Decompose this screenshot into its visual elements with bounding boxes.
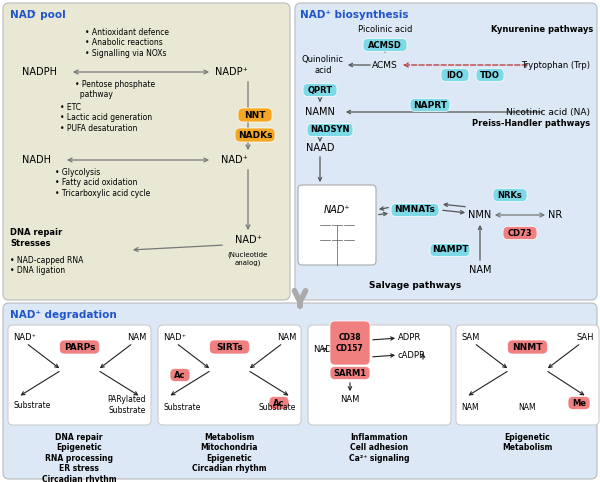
Text: SAH: SAH <box>577 333 594 342</box>
Text: TDO: TDO <box>480 70 500 80</box>
Text: NNT: NNT <box>244 110 266 120</box>
FancyBboxPatch shape <box>3 303 597 479</box>
FancyBboxPatch shape <box>476 68 504 81</box>
Text: Substrate: Substrate <box>163 402 200 412</box>
Text: Nicotinic acid (NA): Nicotinic acid (NA) <box>506 107 590 117</box>
Text: NAAD: NAAD <box>306 143 334 153</box>
Text: NAD⁺: NAD⁺ <box>324 205 350 215</box>
Text: ACMS: ACMS <box>372 61 398 69</box>
Text: CD38
CD157: CD38 CD157 <box>336 333 364 353</box>
Text: QPRT: QPRT <box>307 85 332 94</box>
Text: SARM1: SARM1 <box>334 369 367 377</box>
Text: SIRTs: SIRTs <box>216 343 243 351</box>
Text: DNA repair
Stresses: DNA repair Stresses <box>10 228 62 248</box>
FancyBboxPatch shape <box>308 325 451 425</box>
Text: NAD⁺ degradation: NAD⁺ degradation <box>10 310 117 320</box>
FancyBboxPatch shape <box>456 325 599 425</box>
Text: ACMSD: ACMSD <box>368 40 402 50</box>
FancyBboxPatch shape <box>330 321 370 365</box>
Text: Ac: Ac <box>174 371 186 379</box>
Text: Metabolism
Mitochondria
Epigenetic
Circadian rhythm: Metabolism Mitochondria Epigenetic Circa… <box>191 433 266 473</box>
FancyBboxPatch shape <box>568 397 590 410</box>
Text: IDO: IDO <box>446 70 464 80</box>
Text: NMN: NMN <box>469 210 491 220</box>
FancyBboxPatch shape <box>330 366 370 379</box>
Text: • ETC
• Lactic acid generation
• PUFA desaturation: • ETC • Lactic acid generation • PUFA de… <box>60 103 152 133</box>
Text: • Glycolysis
• Fatty acid oxidation
• Tricarboxylic acid cycle: • Glycolysis • Fatty acid oxidation • Tr… <box>55 168 150 198</box>
FancyBboxPatch shape <box>295 3 597 300</box>
Text: Salvage pathways: Salvage pathways <box>369 281 461 290</box>
FancyBboxPatch shape <box>307 123 353 136</box>
FancyBboxPatch shape <box>235 128 275 142</box>
FancyBboxPatch shape <box>441 68 469 81</box>
Text: Epigenetic
Metabolism: Epigenetic Metabolism <box>502 433 552 453</box>
Text: NAMN: NAMN <box>305 107 335 117</box>
FancyBboxPatch shape <box>493 188 527 201</box>
Text: NAD⁺: NAD⁺ <box>163 333 186 342</box>
FancyBboxPatch shape <box>8 325 151 425</box>
Text: NMNATs: NMNATs <box>395 205 436 214</box>
FancyBboxPatch shape <box>363 39 407 52</box>
Text: NADP⁺: NADP⁺ <box>215 67 248 77</box>
Text: PARPs: PARPs <box>64 343 95 351</box>
FancyBboxPatch shape <box>298 185 376 265</box>
Text: Kynurenine pathways: Kynurenine pathways <box>491 26 593 35</box>
Text: cADPR: cADPR <box>398 350 426 360</box>
Text: SAM: SAM <box>461 333 479 342</box>
Text: NADSYN: NADSYN <box>310 125 350 134</box>
Text: NAD⁺: NAD⁺ <box>313 346 336 354</box>
Text: NAM: NAM <box>277 333 296 342</box>
Text: NAD⁺: NAD⁺ <box>13 333 36 342</box>
FancyBboxPatch shape <box>410 98 450 111</box>
FancyBboxPatch shape <box>430 243 470 256</box>
Text: • NAD-capped RNA
• DNA ligation: • NAD-capped RNA • DNA ligation <box>10 256 83 275</box>
FancyBboxPatch shape <box>508 340 548 354</box>
Text: NAM: NAM <box>340 396 359 404</box>
FancyBboxPatch shape <box>209 340 250 354</box>
Text: NAD⁺: NAD⁺ <box>235 235 262 245</box>
FancyBboxPatch shape <box>3 3 290 300</box>
FancyBboxPatch shape <box>238 108 272 122</box>
Text: NAMPT: NAMPT <box>432 245 468 254</box>
Text: Picolinic acid: Picolinic acid <box>358 26 412 35</box>
Text: • Pentose phosphate
  pathway: • Pentose phosphate pathway <box>75 80 155 99</box>
Text: Substrate: Substrate <box>13 401 50 410</box>
Text: ⁺ pool: ⁺ pool <box>31 10 66 20</box>
FancyBboxPatch shape <box>59 340 100 354</box>
Text: NAPRT: NAPRT <box>413 101 447 109</box>
Text: NAM: NAM <box>127 333 146 342</box>
FancyBboxPatch shape <box>170 369 190 381</box>
Text: DNA repair
Epigenetic
RNA processing
ER stress
Circadian rhythm: DNA repair Epigenetic RNA processing ER … <box>41 433 116 482</box>
Text: NR: NR <box>548 210 562 220</box>
Text: NAM: NAM <box>461 402 479 412</box>
Text: NAM: NAM <box>518 402 536 412</box>
FancyBboxPatch shape <box>503 227 537 240</box>
Text: Substrate: Substrate <box>259 402 296 412</box>
FancyBboxPatch shape <box>269 397 289 410</box>
Text: NADPH: NADPH <box>22 67 57 77</box>
FancyBboxPatch shape <box>158 325 301 425</box>
Text: NADKs: NADKs <box>238 131 272 139</box>
Text: PARylated
Substrate: PARylated Substrate <box>107 395 146 415</box>
Text: NNMT: NNMT <box>512 343 543 351</box>
Text: Quinolinic
acid: Quinolinic acid <box>302 55 344 75</box>
Text: Ac: Ac <box>273 399 285 407</box>
Text: ADPR: ADPR <box>398 333 421 342</box>
Text: NAD⁺ biosynthesis: NAD⁺ biosynthesis <box>300 10 409 20</box>
Text: NAD: NAD <box>10 10 35 20</box>
Text: Inflammation
Cell adhesion
Ca²⁺ signaling: Inflammation Cell adhesion Ca²⁺ signalin… <box>349 433 409 463</box>
Text: NAM: NAM <box>469 265 491 275</box>
Text: • Antioxidant defence
• Anabolic reactions
• Signalling via NOXs: • Antioxidant defence • Anabolic reactio… <box>85 28 169 58</box>
FancyBboxPatch shape <box>391 203 439 216</box>
Text: NADH: NADH <box>22 155 51 165</box>
Text: NRKs: NRKs <box>497 190 523 200</box>
Text: (Nucleotide
analog): (Nucleotide analog) <box>228 252 268 266</box>
FancyBboxPatch shape <box>303 83 337 96</box>
Text: NAD⁺: NAD⁺ <box>221 155 248 165</box>
Text: CD73: CD73 <box>508 228 532 238</box>
Text: Preiss-Handler pathways: Preiss-Handler pathways <box>472 119 590 128</box>
Text: Me: Me <box>572 399 586 407</box>
Text: Tryptophan (Trp): Tryptophan (Trp) <box>521 61 590 69</box>
